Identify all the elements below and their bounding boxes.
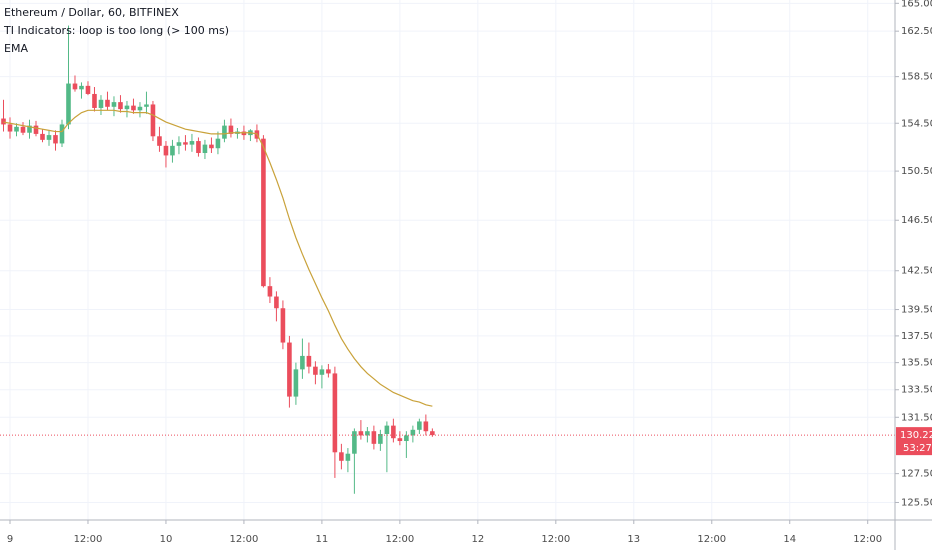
candle-body — [111, 102, 117, 107]
candle-body — [391, 425, 396, 439]
candle-body — [189, 141, 195, 145]
candle-body — [352, 431, 357, 454]
y-tick-label: 150.50 — [901, 166, 932, 177]
x-tick-label: 11 — [316, 534, 329, 545]
candle-body — [27, 125, 32, 133]
candle-body — [339, 452, 344, 461]
candle-body — [14, 126, 19, 132]
candle-body — [163, 145, 169, 156]
y-tick-label: 139.50 — [901, 305, 932, 316]
candle-body — [404, 435, 409, 442]
x-tick-label: 12:00 — [230, 534, 259, 545]
candle-body — [66, 83, 71, 125]
candle-body — [137, 106, 143, 111]
candle-body — [85, 85, 91, 94]
candle-body — [274, 296, 279, 309]
x-tick-label: 12:00 — [385, 534, 414, 545]
candle-body — [423, 421, 429, 432]
candle-body — [319, 369, 325, 375]
candle-body — [358, 431, 364, 436]
candle-body — [124, 105, 130, 110]
y-tick-label: 127.50 — [901, 469, 932, 480]
candle-body — [40, 133, 45, 140]
y-tick-label: 137.50 — [901, 331, 932, 342]
x-tick-label: 9 — [7, 534, 13, 545]
countdown-label: 53:27 — [903, 443, 932, 454]
chart-title: Ethereum / Dollar, 60, BITFINEX — [4, 6, 179, 19]
candle-body — [150, 104, 156, 137]
y-tick-label: 125.50 — [901, 497, 932, 508]
candle-body — [105, 99, 110, 107]
y-tick-label: 133.50 — [901, 385, 932, 396]
y-tick-label: 165.00 — [901, 0, 932, 9]
y-tick-label: 158.50 — [901, 72, 932, 83]
legend-ema: EMA — [4, 42, 28, 55]
candle-body — [267, 286, 273, 297]
ema-line — [3, 109, 433, 407]
candle-body — [410, 429, 416, 436]
candle-body — [1, 118, 6, 125]
candle-body — [365, 431, 370, 436]
candle-body — [53, 135, 58, 144]
candle-body — [228, 125, 234, 134]
x-tick-label: 12 — [471, 534, 484, 545]
y-tick-label: 162.50 — [901, 26, 932, 37]
x-tick-label: 12:00 — [697, 534, 726, 545]
candle-body — [72, 83, 78, 90]
candle-body — [46, 135, 52, 140]
candle-body — [397, 438, 403, 442]
candle-body — [326, 369, 331, 374]
x-tick-label: 12:00 — [74, 534, 103, 545]
y-tick-label: 135.50 — [901, 358, 932, 369]
x-tick-label: 10 — [160, 534, 173, 545]
last-price-label: 130.22 — [900, 430, 932, 441]
x-tick-label: 14 — [783, 534, 796, 545]
x-tick-label: 13 — [627, 534, 640, 545]
x-tick-label: 12:00 — [541, 534, 570, 545]
candle-body — [313, 366, 318, 375]
candle-body — [98, 99, 104, 108]
candle-body — [417, 421, 422, 430]
y-tick-label: 142.50 — [901, 266, 932, 277]
candle-body — [202, 144, 208, 154]
candle-body — [345, 453, 351, 461]
candle-body — [170, 145, 175, 156]
candle-body — [196, 141, 201, 154]
candle-body — [20, 126, 26, 133]
candle-body — [92, 93, 97, 108]
candle-body — [144, 104, 149, 107]
candle-body — [261, 138, 266, 287]
time-axis-bg — [0, 520, 932, 550]
candle-body — [300, 355, 305, 370]
y-tick-label: 131.50 — [901, 412, 932, 423]
y-tick-label: 154.50 — [901, 118, 932, 129]
x-tick-label: 12:00 — [853, 534, 882, 545]
candle-body — [209, 144, 214, 149]
candle-body — [332, 373, 338, 453]
candle-body — [430, 431, 435, 436]
candle-body — [378, 434, 383, 444]
candle-body — [280, 308, 286, 343]
candle-body — [293, 369, 299, 397]
candle-body — [306, 355, 312, 367]
price-axis-bg — [895, 0, 932, 550]
candle-body — [59, 124, 65, 144]
candle-body — [222, 125, 227, 139]
indicator-notice: TI Indicators: loop is too long (> 100 m… — [3, 24, 229, 37]
candle-body — [79, 85, 84, 90]
candle-body — [183, 142, 188, 145]
candle-body — [33, 125, 39, 134]
last-price-tag — [896, 427, 932, 456]
candle-body — [118, 102, 123, 110]
candle-body — [7, 124, 13, 132]
candle-body — [176, 142, 182, 146]
candle-body — [287, 342, 292, 397]
y-tick-label: 146.50 — [901, 215, 932, 226]
candle-body — [384, 425, 390, 435]
candle-body — [131, 105, 136, 111]
candle-body — [215, 138, 221, 149]
candle-body — [371, 431, 377, 444]
candle-body — [157, 136, 162, 146]
